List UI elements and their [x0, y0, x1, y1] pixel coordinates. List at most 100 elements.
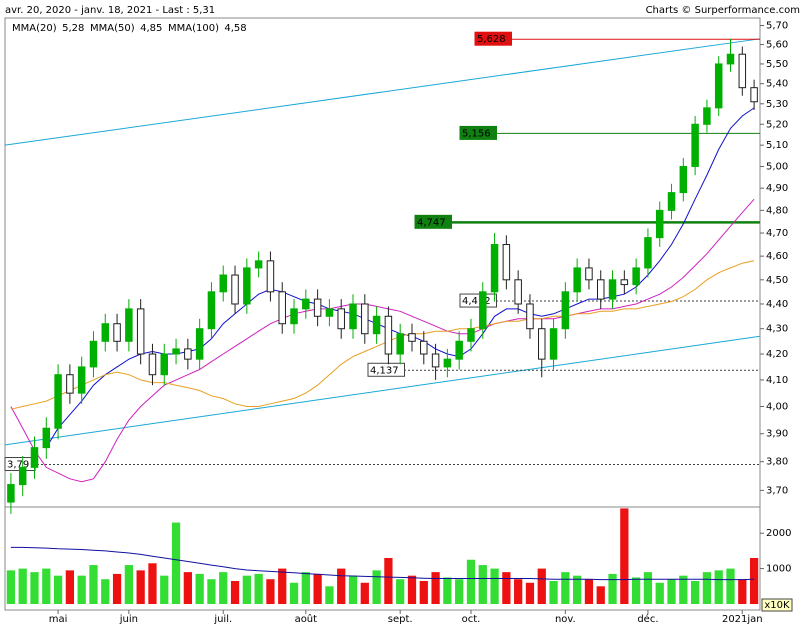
source: Charts © Surperformance.com — [646, 5, 800, 16]
candle-body — [172, 348, 180, 355]
candle-body — [136, 308, 145, 355]
candle-body — [561, 291, 570, 330]
volume-bar — [466, 559, 476, 604]
candle-body — [490, 244, 499, 293]
volume-bar — [584, 579, 594, 604]
candle-body — [691, 123, 699, 167]
y-tick-label: 4,50 — [766, 275, 788, 286]
level-label: 4,412 — [462, 296, 491, 307]
volume-bar — [549, 580, 558, 604]
x-tick-label: sept. — [388, 614, 413, 625]
candle-body — [372, 315, 381, 335]
candle-body — [313, 298, 322, 317]
volume-bar — [596, 586, 605, 604]
volume-bar — [643, 572, 653, 604]
level-label: 3,79 — [7, 460, 29, 471]
y-tick-label: 4,30 — [766, 324, 788, 335]
candle-body — [679, 165, 688, 194]
legend-label: MMA(100) — [168, 23, 219, 34]
volume-bar — [266, 579, 275, 604]
candle-body — [337, 308, 345, 330]
candle-body — [420, 340, 428, 355]
candle-body — [632, 267, 640, 286]
level-label: 4,137 — [370, 365, 399, 376]
volume-bar — [219, 572, 228, 604]
candle-body — [254, 260, 263, 269]
candle-body — [455, 340, 463, 360]
candle-body — [655, 209, 664, 239]
y-tick-label: 3,90 — [766, 429, 788, 440]
volume-bar — [372, 570, 381, 604]
candle-body — [384, 315, 393, 355]
plot-frame — [4, 17, 761, 611]
x-tick-label: déc. — [637, 613, 658, 625]
volume-bar — [337, 568, 346, 604]
volume-bar — [53, 575, 63, 604]
y-tick-label: 5,00 — [766, 161, 788, 172]
volume-bar — [655, 582, 664, 604]
y-tick-label: 4,80 — [766, 205, 788, 216]
volume-bar — [6, 570, 16, 604]
volume-bar — [455, 579, 464, 604]
volume-bar — [702, 572, 712, 604]
volume-bar — [384, 557, 393, 604]
candle-body — [431, 353, 440, 368]
candle-body — [620, 279, 629, 286]
candle-body — [113, 323, 121, 342]
candle-body — [184, 348, 192, 360]
y-tick-label: 1000 — [766, 564, 791, 575]
candle-body — [738, 53, 747, 89]
candle-body — [585, 267, 593, 281]
volume-bar — [148, 563, 157, 604]
candle-body — [502, 244, 511, 281]
volume-bar — [278, 568, 287, 604]
volume-bar — [690, 580, 700, 604]
candle-body — [396, 333, 404, 355]
candle-body — [443, 358, 452, 368]
candle-body — [207, 291, 216, 330]
level-label-box — [474, 31, 512, 46]
y-tick-label: 4,20 — [766, 349, 788, 360]
candle-body — [302, 298, 310, 310]
candle-body — [479, 291, 487, 330]
candle-body — [573, 267, 581, 293]
volume-bar — [514, 579, 523, 604]
y-tick-label: 3,80 — [766, 457, 788, 468]
candle-body — [667, 192, 676, 211]
x-tick-label: oct. — [462, 614, 481, 625]
x-tick-label: juil. — [213, 614, 232, 625]
unit-box — [761, 598, 793, 612]
y-tick-label: 5,50 — [766, 59, 788, 70]
volume-bar — [136, 570, 145, 604]
candle-body — [266, 260, 275, 293]
x-tick-label: août — [295, 613, 318, 625]
y-tick-label: 4,70 — [766, 228, 788, 239]
candle-body — [549, 328, 558, 360]
level-label-box — [414, 214, 452, 229]
x-tick-label: mai — [49, 614, 68, 625]
volume-bar — [443, 577, 452, 604]
y-tick-label: 4,60 — [766, 251, 788, 262]
y-tick-label: 5,30 — [766, 99, 788, 110]
candle-body — [526, 303, 534, 330]
y-tick-label: 2000 — [766, 528, 791, 539]
volume-bar — [738, 579, 747, 604]
x-tick-label: 2021jan — [722, 614, 763, 625]
candle-body — [703, 107, 711, 125]
volume-bar — [160, 575, 169, 604]
candle-body — [243, 267, 251, 305]
volume-bar — [431, 572, 440, 604]
candle-body — [750, 87, 758, 103]
volume-bar — [77, 575, 86, 604]
level-label: 5,156 — [462, 128, 491, 139]
volume-bar — [396, 579, 405, 604]
y-tick-label: 4,90 — [766, 183, 788, 194]
y-tick-label: 5,20 — [766, 119, 788, 130]
candle-body — [42, 427, 51, 449]
volume-bar — [573, 575, 582, 604]
volume-bar — [171, 522, 181, 604]
volume-bar — [301, 572, 310, 604]
level-label: 5,628 — [477, 34, 506, 45]
candle-body — [160, 353, 169, 376]
